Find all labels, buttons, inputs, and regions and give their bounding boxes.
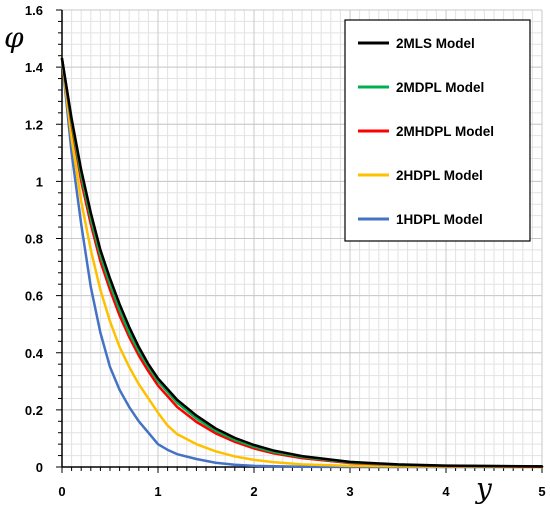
legend-label: 2MDPL Model — [396, 80, 484, 95]
x-tick-label: 5 — [538, 484, 545, 499]
x-tick-label: 0 — [58, 484, 65, 499]
legend-label: 2MHDPL Model — [396, 124, 494, 139]
series-line — [60, 57, 544, 469]
y-tick-label: 0.6 — [25, 289, 43, 304]
y-tick-label: 1.2 — [25, 117, 43, 132]
legend-label: 1HDPL Model — [396, 212, 483, 227]
y-tick-label: 0.8 — [25, 232, 43, 247]
x-axis-label: y — [474, 472, 493, 505]
series-line — [60, 57, 544, 469]
y-tick-label: 0.2 — [25, 403, 43, 418]
y-tick-label: 1 — [36, 174, 43, 189]
series-lines — [60, 57, 544, 469]
y-tick-label: 1.6 — [25, 3, 43, 18]
y-tick-label: 0 — [36, 460, 43, 475]
grid — [61, 9, 543, 468]
tick-labels: 0 1 2 3 4 5 0 0.2 0.4 0.6 0.8 1 1.2 1.4 1.6 — [25, 3, 546, 499]
x-tick-label: 2 — [250, 484, 257, 499]
y-tick-label: 0.4 — [25, 346, 44, 361]
legend: 2MLS Model 2MDPL Model 2MHDPL Model 2HDPL M… — [344, 19, 531, 242]
legend-label: 2HDPL Model — [396, 168, 483, 183]
legend-label: 2MLS Model — [396, 36, 475, 51]
x-tick-label: 1 — [154, 484, 161, 499]
y-axis-label: φ — [4, 21, 24, 54]
x-tick-label: 3 — [346, 484, 353, 499]
y-tick-label: 1.4 — [25, 60, 44, 75]
x-tick-label: 4 — [442, 484, 450, 499]
series-line — [60, 57, 544, 468]
